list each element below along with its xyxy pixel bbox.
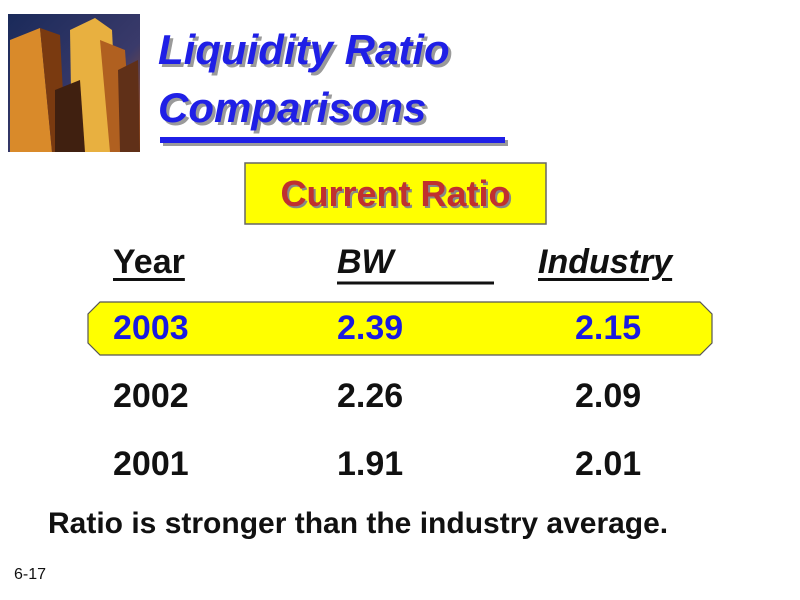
row-highlight [87,301,713,356]
title-line: Comparisons [158,84,427,131]
title-line: Liquidity Ratio [158,26,450,73]
column-header: Year [113,243,185,281]
slide-number: 6-17 [14,566,47,583]
table-cell: 2.09 [575,377,642,415]
title-underline [160,137,505,143]
column-header: Industry [538,243,673,281]
table-cell: 2003 [113,309,189,347]
table-cell: 2002 [113,377,189,415]
table-cell: 1.91 [337,445,404,483]
table-cell: 2.39 [337,309,404,347]
table-cell: 2.15 [575,309,642,347]
column-header: BW [337,243,394,281]
table-cell: 2.26 [337,377,404,415]
table-cell: 2.01 [575,445,642,483]
subtitle-box [244,162,547,225]
subtitle: Current Ratio [280,173,511,214]
note: Ratio is stronger than the industry aver… [48,507,669,540]
buildings-image [8,14,140,152]
table-cell: 2001 [113,445,189,483]
